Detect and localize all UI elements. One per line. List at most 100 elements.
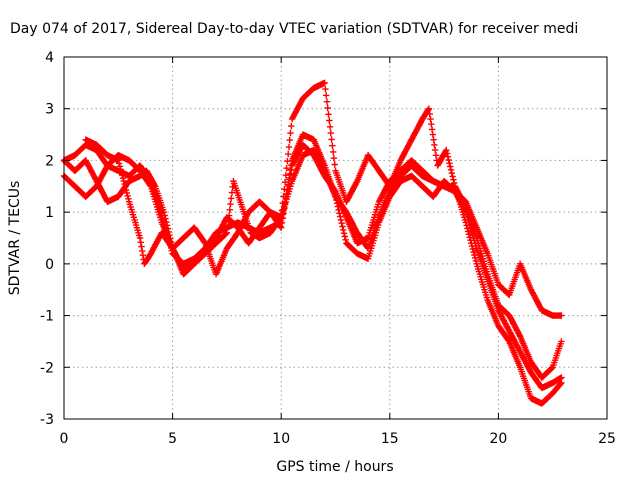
data-point-run <box>426 110 440 164</box>
data-point-run <box>213 215 230 240</box>
data-point-run <box>300 131 317 143</box>
data-point-run <box>144 169 158 189</box>
data-point-run <box>126 201 143 239</box>
data-point-run <box>235 210 251 235</box>
data-point-run <box>409 163 425 179</box>
data-point-run <box>213 230 230 246</box>
y-axis-label: SDTVAR / TECUs <box>7 181 23 296</box>
y-tick-label: -1 <box>40 309 54 325</box>
data-point <box>321 79 328 87</box>
data-point-run <box>126 158 143 174</box>
data-point-run <box>506 313 523 338</box>
data-point <box>332 193 339 200</box>
data-point-run <box>333 169 349 203</box>
data-point-run <box>311 138 328 167</box>
data-point-run <box>365 153 382 173</box>
data-point-run <box>539 364 556 381</box>
data-point-run <box>278 162 295 227</box>
data-point-run <box>485 298 501 328</box>
y-tick-label: 4 <box>45 50 54 66</box>
data-point-run <box>94 142 110 158</box>
data-point-run <box>61 173 78 189</box>
data-point-run <box>354 153 371 183</box>
data-point-run <box>398 138 414 163</box>
data-point-run <box>148 185 165 224</box>
data-point-run <box>115 152 132 164</box>
data-point <box>558 312 565 319</box>
data-point-run <box>528 288 545 313</box>
data-point-run <box>517 334 534 364</box>
y-tick-label: 2 <box>45 153 54 169</box>
data-point-run <box>550 380 564 396</box>
data-point-run <box>452 189 469 205</box>
data-point-run <box>83 136 99 148</box>
data-point-run <box>485 278 501 312</box>
data-point <box>160 208 168 216</box>
data-point <box>558 379 565 386</box>
x-tick-label: 15 <box>381 431 399 447</box>
data-point <box>223 229 231 237</box>
data-point-run <box>159 230 175 251</box>
data-point-run <box>474 247 490 281</box>
y-tick-label: 3 <box>45 102 54 118</box>
data-point-run <box>343 179 360 204</box>
data-points <box>60 79 565 407</box>
y-tick-label: 1 <box>45 205 54 221</box>
data-point-run <box>289 96 306 121</box>
data-point-run <box>474 226 490 255</box>
data-point-run <box>231 180 245 208</box>
data-point-run <box>409 158 425 174</box>
data-point-run <box>224 183 236 231</box>
data-point-run <box>267 210 284 230</box>
data-point-run <box>550 340 564 369</box>
data-point-run <box>387 159 404 188</box>
data-point-run <box>517 262 534 292</box>
data-point-run <box>213 247 230 276</box>
chart-title: Day 074 of 2017, Sidereal Day-to-day VTE… <box>10 21 578 37</box>
y-tick-label: -3 <box>40 412 54 428</box>
data-point-run <box>300 85 317 101</box>
data-point-run <box>441 178 458 194</box>
data-point-run <box>496 308 512 333</box>
data-point-run <box>343 240 360 256</box>
data-point-run <box>257 199 273 215</box>
data-point-run <box>322 85 338 168</box>
y-tick-label: 0 <box>45 257 54 273</box>
data-point-run <box>409 173 425 189</box>
data-point-run <box>365 201 382 239</box>
data-point-run <box>105 193 121 205</box>
x-tick-label: 0 <box>60 431 69 447</box>
y-tick-label: -2 <box>40 360 54 376</box>
data-point-run <box>365 221 382 260</box>
data-point-run <box>354 250 371 262</box>
data-point-run <box>517 350 534 375</box>
data-point-run <box>224 230 241 251</box>
data-point-run <box>528 370 545 391</box>
data-point-run <box>289 133 306 162</box>
data-point-run <box>137 239 147 263</box>
data-point-run <box>539 307 556 319</box>
data-point-run <box>322 164 338 198</box>
data-point-run <box>311 80 328 91</box>
data-point-run <box>343 210 360 235</box>
data-point-run <box>257 224 273 236</box>
data-point-run <box>485 252 501 286</box>
data-point-run <box>289 153 306 183</box>
plot-frame <box>63 56 608 420</box>
data-point-run <box>115 160 132 202</box>
data-point-run <box>333 196 349 243</box>
data-point <box>462 219 470 226</box>
data-point-run <box>409 117 425 142</box>
data-point <box>425 105 433 112</box>
data-point-run <box>420 173 436 184</box>
data-point-run <box>539 390 556 406</box>
data-point-run <box>94 148 110 168</box>
data-point-run <box>506 340 523 369</box>
x-axis-label: GPS time / hours <box>276 459 393 475</box>
data-point-run <box>463 222 480 265</box>
data-point-run <box>191 225 208 246</box>
x-tick-label: 25 <box>598 431 616 447</box>
data-point-run <box>474 263 490 301</box>
data-point-run <box>496 323 512 344</box>
